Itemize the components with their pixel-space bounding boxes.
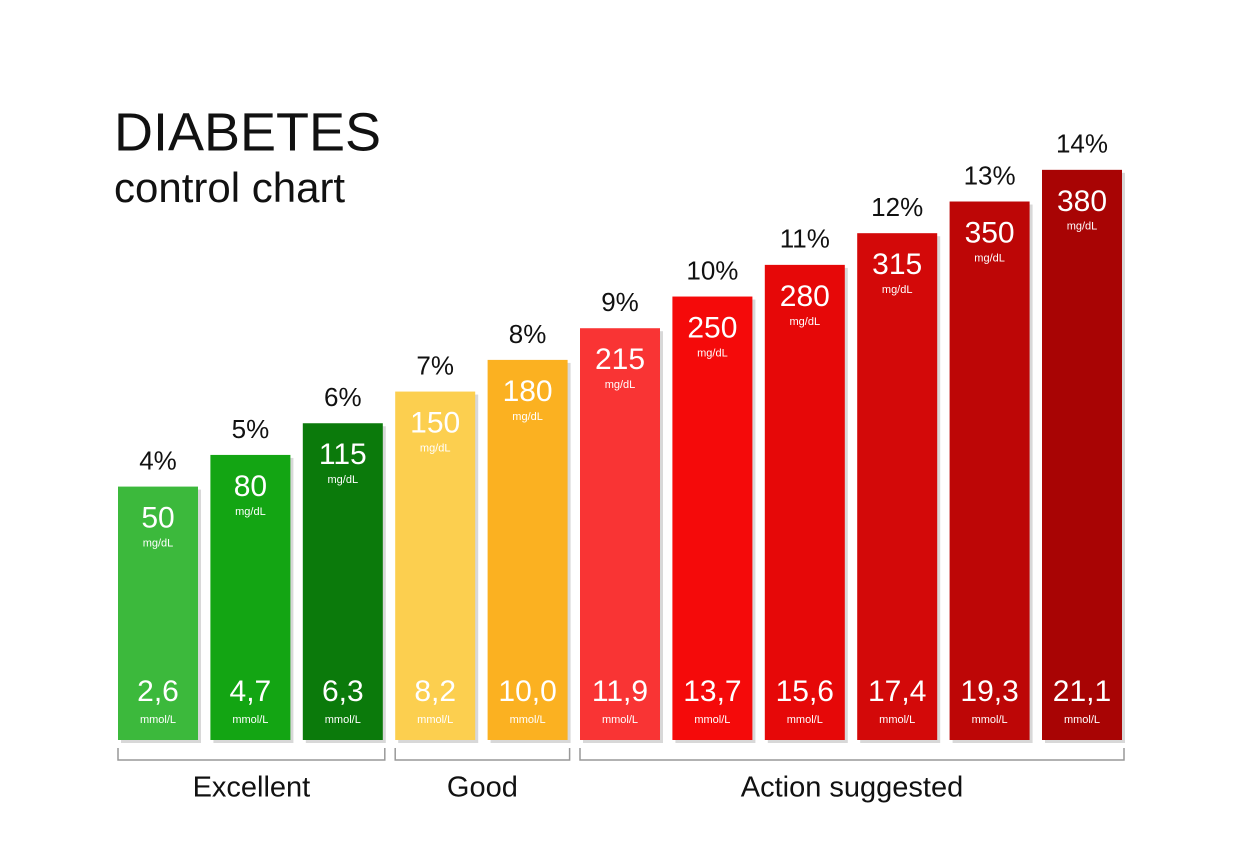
mmol-unit: mmol/L (140, 714, 176, 726)
mg-dl-unit: mg/dL (420, 442, 451, 454)
mg-dl-value: 150 (410, 406, 460, 439)
mmol-value: 8,2 (414, 675, 456, 708)
mmol-unit: mmol/L (602, 714, 638, 726)
mmol-unit: mmol/L (972, 714, 1008, 726)
mmol-value: 13,7 (683, 675, 741, 708)
mmol-value: 10,0 (498, 675, 556, 708)
mg-dl-value: 280 (780, 280, 830, 313)
mg-dl-value: 350 (965, 216, 1015, 249)
mg-dl-value: 115 (319, 438, 367, 471)
percent-label: 4% (139, 445, 177, 475)
group-label: Action suggested (741, 772, 963, 804)
group-label: Good (447, 772, 518, 804)
mmol-value: 6,3 (322, 675, 364, 708)
mmol-value: 21,1 (1053, 675, 1111, 708)
mg-dl-unit: mg/dL (328, 474, 359, 486)
percent-label: 14% (1056, 129, 1108, 159)
percent-label: 11% (780, 224, 830, 254)
mg-dl-value: 180 (503, 375, 553, 408)
mmol-unit: mmol/L (325, 714, 361, 726)
bar (857, 233, 938, 740)
percent-label: 12% (871, 192, 923, 222)
mg-dl-unit: mg/dL (790, 316, 821, 328)
chart-title: DIABETES (114, 102, 381, 162)
mmol-unit: mmol/L (879, 714, 915, 726)
mmol-value: 11,9 (592, 675, 648, 708)
percent-label: 5% (232, 414, 270, 444)
mg-dl-value: 50 (141, 502, 174, 535)
mg-dl-unit: mg/dL (143, 538, 174, 550)
mmol-unit: mmol/L (232, 714, 268, 726)
bar (580, 328, 660, 740)
bar (210, 454, 291, 740)
mg-dl-value: 80 (234, 470, 267, 503)
mmol-value: 19,3 (960, 675, 1018, 708)
mg-dl-unit: mg/dL (697, 347, 728, 359)
mmol-unit: mmol/L (510, 714, 546, 726)
mg-dl-value: 315 (872, 248, 922, 281)
group-bracket (394, 748, 571, 761)
mmol-unit: mmol/L (417, 714, 453, 726)
percent-label: 7% (416, 350, 454, 380)
mg-dl-value: 250 (687, 311, 737, 344)
mmol-unit: mmol/L (694, 714, 730, 726)
mg-dl-unit: mg/dL (512, 411, 543, 423)
bar (395, 391, 476, 740)
percent-label: 10% (686, 255, 738, 285)
mg-dl-unit: mg/dL (1067, 221, 1098, 233)
group-label: Excellent (193, 772, 311, 804)
percent-label: 6% (324, 382, 362, 412)
bar (487, 359, 568, 740)
mg-dl-value: 380 (1057, 185, 1107, 218)
bar (764, 264, 845, 740)
mmol-value: 17,4 (868, 675, 926, 708)
group-bracket (579, 748, 1125, 761)
bar (302, 423, 383, 740)
group-bracket (117, 748, 386, 761)
mmol-value: 2,6 (137, 675, 179, 708)
bar (949, 201, 1030, 740)
mmol-unit: mmol/L (1064, 714, 1100, 726)
chart-subtitle: control chart (114, 164, 345, 211)
percent-label: 9% (601, 287, 639, 317)
mg-dl-value: 215 (595, 343, 645, 376)
mg-dl-unit: mg/dL (235, 506, 266, 518)
bar (672, 296, 753, 740)
percent-label: 13% (964, 160, 1016, 190)
mmol-unit: mmol/L (787, 714, 823, 726)
mg-dl-unit: mg/dL (605, 379, 636, 391)
percent-label: 8% (509, 319, 547, 349)
bar (118, 486, 198, 740)
bar (1042, 169, 1122, 741)
mmol-value: 15,6 (776, 675, 834, 708)
mg-dl-unit: mg/dL (974, 252, 1005, 264)
mg-dl-unit: mg/dL (882, 284, 913, 296)
mmol-value: 4,7 (230, 675, 272, 708)
